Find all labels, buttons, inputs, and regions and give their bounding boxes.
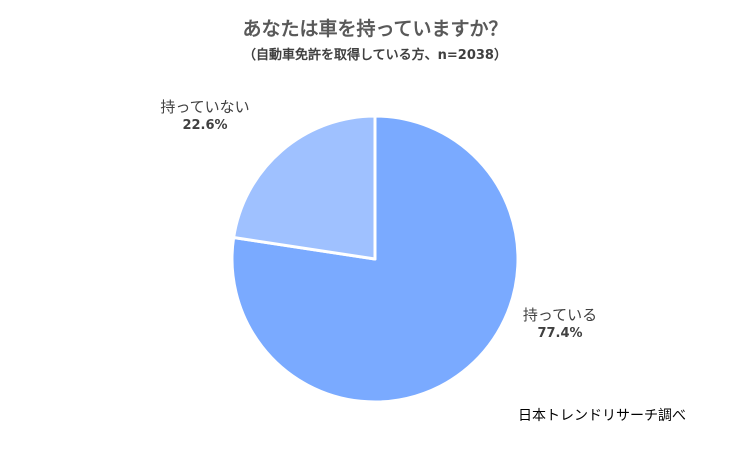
- slice-label-own-name: 持っている: [522, 306, 598, 324]
- slice-label-own: 持っている 77.4%: [510, 305, 610, 343]
- slice-label-own-value: 77.4%: [537, 326, 583, 342]
- slice-label-not-own-value: 22.6%: [182, 118, 228, 134]
- slice-label-not-own: 持っていない 22.6%: [155, 97, 255, 135]
- slice-label-not-own-name: 持っていない: [160, 98, 250, 116]
- chart-title: あなたは車を持っていますか？: [242, 18, 508, 40]
- pie-slice-not-own: [232, 114, 377, 261]
- pie-slice-own: [230, 114, 520, 404]
- source-note: 日本トレンドリサーチ調べ: [518, 408, 686, 424]
- chart-subtitle: （自動車免許を取得している方、n=2038）: [243, 48, 507, 63]
